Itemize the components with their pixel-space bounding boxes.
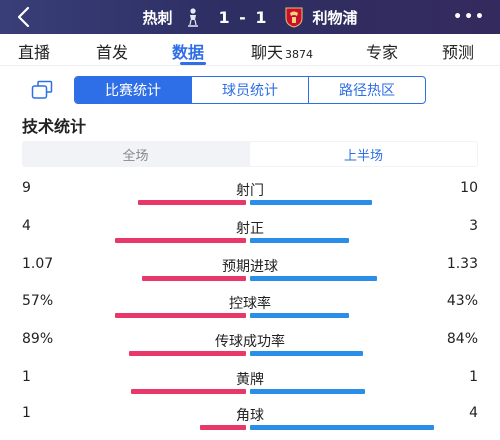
stat-row: 9 射门 10	[0, 180, 500, 216]
stat-name: 黄牌	[236, 372, 264, 388]
home-bar	[115, 313, 246, 318]
home-value: 1	[22, 405, 31, 421]
away-bar	[250, 200, 372, 205]
stat-name: 角球	[236, 408, 264, 424]
away-value: 43%	[446, 293, 478, 309]
stat-name: 预期进球	[222, 259, 278, 275]
away-bar	[250, 389, 365, 394]
period-toggle: 全场 上半场	[22, 141, 478, 167]
tab-live[interactable]: 直播	[18, 43, 51, 62]
tottenham-crest-icon	[182, 6, 204, 28]
home-bar	[142, 276, 246, 281]
home-bar	[200, 425, 246, 430]
section-title: 技术统计	[22, 117, 87, 136]
stat-name: 传球成功率	[215, 334, 285, 350]
home-value: 4	[22, 218, 31, 234]
away-value: 3	[469, 218, 478, 234]
stat-row: 1 黄牌 1	[0, 369, 500, 405]
home-value: 89%	[22, 331, 54, 347]
away-bar	[250, 238, 349, 243]
away-value: 84%	[446, 331, 478, 347]
tab-chat[interactable]: 聊天 3874	[251, 43, 314, 62]
away-team-name[interactable]: 利物浦	[312, 8, 358, 27]
period-first-half[interactable]: 上半场	[250, 142, 477, 166]
stat-row: 89% 传球成功率 84%	[0, 331, 500, 367]
main-tabs: 直播 首发 数据 聊天 3874 专家 预测	[0, 34, 500, 66]
subtab-heatmap[interactable]: 路径热区	[339, 83, 395, 99]
stat-row: 1 角球 4	[0, 405, 500, 440]
match-header: 热刺 1 - 1 利物浦 •••	[0, 0, 500, 34]
tab-prediction[interactable]: 预测	[442, 43, 475, 62]
match-score: 1 - 1	[218, 7, 269, 27]
subtab-match-stats[interactable]: 比赛统计	[75, 77, 192, 103]
stat-name: 射门	[236, 183, 264, 199]
share-icon[interactable]	[31, 80, 53, 100]
home-bar	[131, 389, 246, 394]
away-value: 1	[469, 369, 478, 385]
stats-type-switch: 比赛统计 球员统计 路径热区	[74, 76, 426, 104]
period-full-match[interactable]: 全场	[122, 148, 149, 164]
stat-row: 4 射正 3	[0, 218, 500, 254]
home-value: 1.07	[22, 256, 54, 272]
back-button[interactable]	[12, 4, 38, 30]
home-bar	[129, 351, 246, 356]
subtab-player-stats[interactable]: 球员统计	[192, 77, 309, 103]
tab-lineup[interactable]: 首发	[96, 43, 129, 62]
home-value: 9	[22, 180, 31, 196]
stat-name: 射正	[236, 221, 264, 237]
away-value: 4	[469, 405, 478, 421]
chevron-left-icon	[17, 6, 30, 28]
home-value: 1	[22, 369, 31, 385]
home-value: 57%	[22, 293, 54, 309]
chat-count: 3874	[285, 48, 314, 61]
away-bar	[250, 313, 349, 318]
home-bar	[138, 200, 246, 205]
stat-name: 控球率	[229, 296, 271, 312]
away-value: 1.33	[446, 256, 478, 272]
away-value: 10	[460, 180, 478, 196]
tab-experts[interactable]: 专家	[366, 43, 399, 62]
stat-row: 1.07 预期进球 1.33	[0, 256, 500, 292]
home-bar	[115, 238, 246, 243]
away-bar	[250, 351, 363, 356]
home-team-name[interactable]: 热刺	[142, 8, 173, 27]
active-tab-indicator	[180, 62, 206, 65]
away-bar	[250, 425, 434, 430]
liverpool-crest-icon	[283, 6, 305, 28]
more-dots-icon[interactable]: •••	[453, 9, 486, 25]
stat-row: 57% 控球率 43%	[0, 293, 500, 329]
tab-data[interactable]: 数据	[172, 43, 205, 62]
away-bar	[250, 276, 377, 281]
